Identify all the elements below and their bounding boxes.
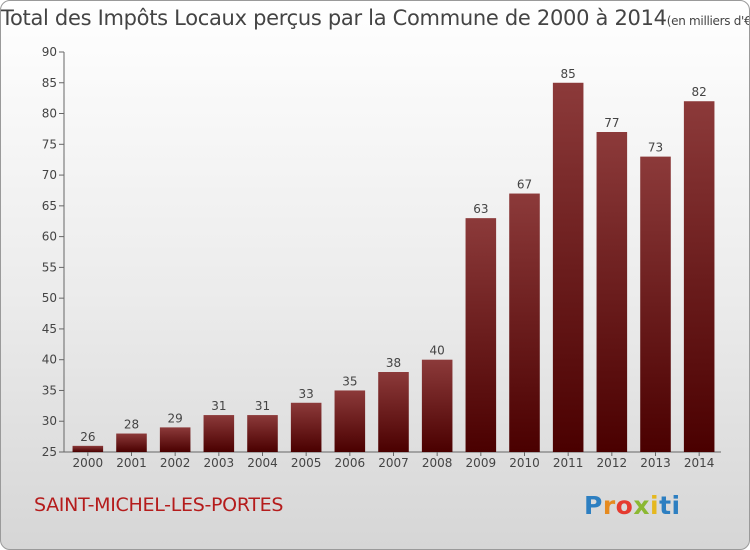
bar (683, 101, 715, 452)
chart-title: Total des Impôts Locaux perçus par la Co… (1, 6, 750, 30)
data-label: 33 (299, 387, 314, 401)
data-label: 82 (692, 85, 707, 99)
data-label: 35 (342, 374, 357, 388)
bar (378, 372, 409, 452)
y-tick-label: 50 (42, 291, 57, 305)
y-tick-label: 30 (42, 414, 57, 428)
y-tick-label: 65 (42, 199, 57, 213)
y-tick-label: 90 (42, 45, 57, 59)
x-tick-label: 2006 (335, 456, 366, 470)
x-tick-label: 2005 (291, 456, 322, 470)
bars (72, 82, 715, 453)
y-tick-label: 35 (42, 383, 57, 397)
bar (596, 132, 628, 452)
data-label: 85 (561, 67, 576, 81)
bar (72, 445, 104, 452)
x-tick-label: 2014 (684, 456, 715, 470)
x-tick-label: 2008 (422, 456, 453, 470)
x-tick-label: 2002 (160, 456, 191, 470)
y-tick-label: 40 (42, 353, 57, 367)
bar (159, 427, 191, 452)
data-label: 38 (386, 356, 401, 370)
bar (290, 402, 322, 452)
bar (247, 415, 278, 452)
bar (465, 218, 497, 452)
y-tick-label: 75 (42, 137, 57, 151)
data-label: 31 (255, 399, 270, 413)
x-tick-label: 2013 (640, 456, 671, 470)
y-tick-label: 70 (42, 168, 57, 182)
x-tick-label: 2004 (247, 456, 278, 470)
x-tick-label: 2001 (116, 456, 147, 470)
data-label: 26 (80, 430, 95, 444)
data-label: 29 (168, 411, 183, 425)
y-tick-label: 80 (42, 107, 57, 121)
x-tick-label: 2012 (597, 456, 628, 470)
bar (116, 433, 147, 452)
x-tick-label: 2011 (553, 456, 584, 470)
data-label: 63 (473, 202, 488, 216)
y-tick-label: 25 (42, 445, 57, 459)
data-label: 40 (430, 344, 445, 358)
title-text: Total des Impôts Locaux perçus par la Co… (1, 6, 667, 30)
data-labels: 26 28 29 31 31 33 35 38 40 63 67 85 77 73 82 (80, 67, 707, 444)
x-tick-label: 2010 (509, 456, 540, 470)
x-tick-label: 2009 (466, 456, 497, 470)
x-tick-label: 2007 (378, 456, 409, 470)
y-tick-label: 55 (42, 260, 57, 274)
bar (640, 156, 671, 452)
title-unit: (en milliers d'€) (666, 14, 750, 28)
bar (509, 193, 540, 453)
data-label: 67 (517, 178, 532, 192)
data-label: 28 (124, 418, 139, 432)
bar (421, 359, 453, 452)
bar (334, 390, 366, 452)
axes: 25 30 35 40 45 50 55 60 65 70 75 80 85 90 2000 2001 2002… (42, 45, 721, 470)
x-tick-label: 2000 (73, 456, 104, 470)
bar (203, 415, 235, 452)
data-label: 31 (211, 399, 226, 413)
y-tick-label: 85 (42, 76, 57, 90)
bar (552, 82, 584, 453)
data-label: 73 (648, 141, 663, 155)
data-label: 77 (604, 116, 619, 130)
y-tick-label: 60 (42, 230, 57, 244)
commune-name: SAINT-MICHEL-LES-PORTES (34, 494, 284, 516)
x-tick-label: 2003 (204, 456, 235, 470)
proxiti-logo[interactable]: Proxiti (584, 491, 681, 520)
y-tick-label: 45 (42, 322, 57, 336)
